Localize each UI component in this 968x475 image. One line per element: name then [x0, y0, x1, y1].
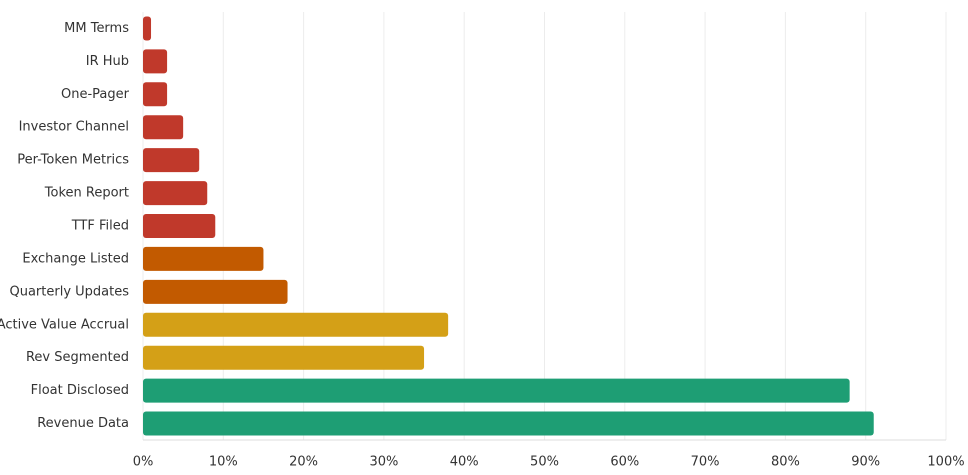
y-tick-label: Exchange Listed — [22, 251, 129, 266]
x-tick-label: 40% — [450, 455, 479, 470]
x-tick-label: 60% — [610, 455, 639, 470]
y-tick-label: Per-Token Metrics — [17, 153, 129, 168]
bar — [143, 49, 168, 74]
bar — [143, 411, 874, 436]
x-tick-label: 80% — [771, 455, 800, 470]
bar — [143, 312, 449, 337]
x-tick-label: 100% — [927, 455, 964, 470]
y-tick-label: Float Disclosed — [31, 383, 129, 398]
bar — [143, 214, 216, 238]
x-tick-label: 50% — [530, 455, 559, 470]
y-tick-label: Active Value Accrual — [0, 317, 129, 332]
x-tick-label: 0% — [133, 455, 154, 470]
x-tick-label: 20% — [289, 455, 318, 470]
y-tick-label: Investor Channel — [19, 120, 129, 135]
x-tick-label: 90% — [851, 455, 880, 470]
bar — [143, 82, 168, 107]
bar — [143, 279, 288, 304]
y-tick-label: IR Hub — [86, 54, 129, 69]
bar — [143, 16, 152, 41]
bar — [143, 181, 208, 206]
x-tick-label: 70% — [691, 455, 720, 470]
x-tick-label: 30% — [369, 455, 398, 470]
bar — [143, 246, 264, 271]
y-tick-label: Revenue Data — [37, 416, 129, 431]
x-tick-label: 10% — [209, 455, 238, 470]
y-tick-label: MM Terms — [64, 21, 129, 36]
y-tick-label: TTF Filed — [71, 219, 129, 234]
bar — [143, 345, 425, 370]
bar — [143, 378, 850, 403]
bar — [143, 148, 200, 173]
y-tick-label: One-Pager — [61, 87, 130, 102]
y-tick-label: Quarterly Updates — [9, 284, 129, 299]
bar — [143, 115, 184, 140]
y-tick-label: Rev Segmented — [26, 350, 129, 365]
y-tick-label: Token Report — [44, 186, 129, 201]
